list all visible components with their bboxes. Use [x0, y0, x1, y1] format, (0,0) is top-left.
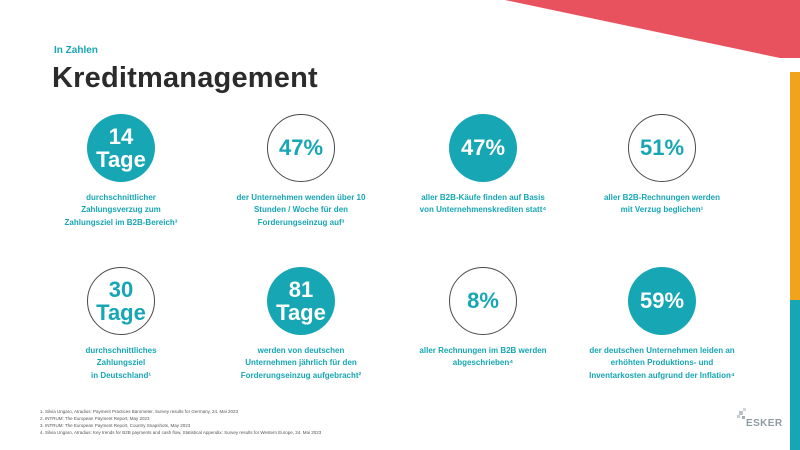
footnote: 1. Silvia Ungaro, Atradius: Payment Prac… — [40, 409, 239, 414]
decorative-red-stripe — [505, 0, 800, 58]
page-title: Kreditmanagement — [52, 62, 318, 94]
stat-value: 14 — [108, 123, 134, 149]
footnote: 2. INTRUM: The European Payment Report, … — [40, 415, 150, 421]
stat-value: 47% — [460, 135, 506, 161]
stat-card: 30 Tage durchschnittliches Zahlungsziel in… — [26, 267, 216, 382]
stat-circle: 8% — [449, 267, 517, 335]
stat-circle: 47% — [449, 114, 517, 182]
stat-card: 51% aller B2B-Rechnungen werden mit Verzu… — [567, 114, 757, 217]
footnote: 3. INTRUM: The European Payment Report, … — [40, 422, 191, 428]
stat-value: 51% — [639, 135, 685, 161]
stat-card: 47% der Unternehmen wenden über 10 Stunde… — [206, 114, 396, 229]
stat-description: werden von deutschen Unternehmen jährlich… — [240, 346, 362, 380]
footnotes: 1. Silvia Ungaro, Atradius: Payment Prac… — [40, 409, 321, 437]
stat-value: 30 — [108, 276, 134, 302]
stat-circle: 47% — [267, 114, 335, 182]
stat-description: aller B2B-Käufe finden auf Basis von Unte… — [419, 193, 547, 215]
stat-description: durchschnittlicher Zahlungsverzug zum Zahl… — [64, 193, 178, 227]
esker-logo-text: ESKER — [746, 418, 783, 429]
stat-unit: Tage — [96, 300, 146, 325]
stat-circle: 30 Tage — [87, 267, 155, 335]
stat-circle: 81 Tage — [267, 267, 335, 335]
footnote: 4. Silvia Ungaro, Atradius: Key trends f… — [40, 429, 322, 435]
stat-value: 59% — [639, 288, 685, 314]
stat-circle: 59% — [628, 267, 696, 335]
stat-description: der Unternehmen wenden über 10 Stunden / … — [236, 193, 366, 227]
section-eyebrow: In Zahlen — [54, 45, 98, 56]
stat-description: aller B2B-Rechnungen werden mit Verzug be… — [603, 193, 721, 215]
stat-card: 59% der deutschen Unternehmen leiden an e… — [567, 267, 757, 382]
stat-value: 47% — [278, 135, 324, 161]
stat-value: 81 — [288, 276, 314, 302]
esker-logo-icon — [737, 408, 746, 419]
decorative-side-stripes — [790, 40, 800, 450]
stat-card: 81 Tage werden von deutschen Unternehmen … — [206, 267, 396, 382]
stat-card: 8% aller Rechnungen im B2B werden abgesch… — [388, 267, 578, 370]
stat-circle: 14 Tage — [87, 114, 155, 182]
stat-description: aller Rechnungen im B2B werden abgeschrie… — [419, 346, 547, 368]
stat-card: 14 Tage durchschnittlicher Zahlungsverzug… — [26, 114, 216, 229]
stat-value: 8% — [467, 288, 499, 314]
stat-description: durchschnittliches Zahlungsziel in Deutsch… — [85, 346, 157, 380]
stat-card: 47% aller B2B-Käufe finden auf Basis von … — [388, 114, 578, 217]
stat-unit: Tage — [96, 147, 146, 172]
stat-unit: Tage — [276, 300, 326, 325]
stat-description: der deutschen Unternehmen leiden an erhöh… — [589, 346, 735, 380]
stat-circle: 51% — [628, 114, 696, 182]
